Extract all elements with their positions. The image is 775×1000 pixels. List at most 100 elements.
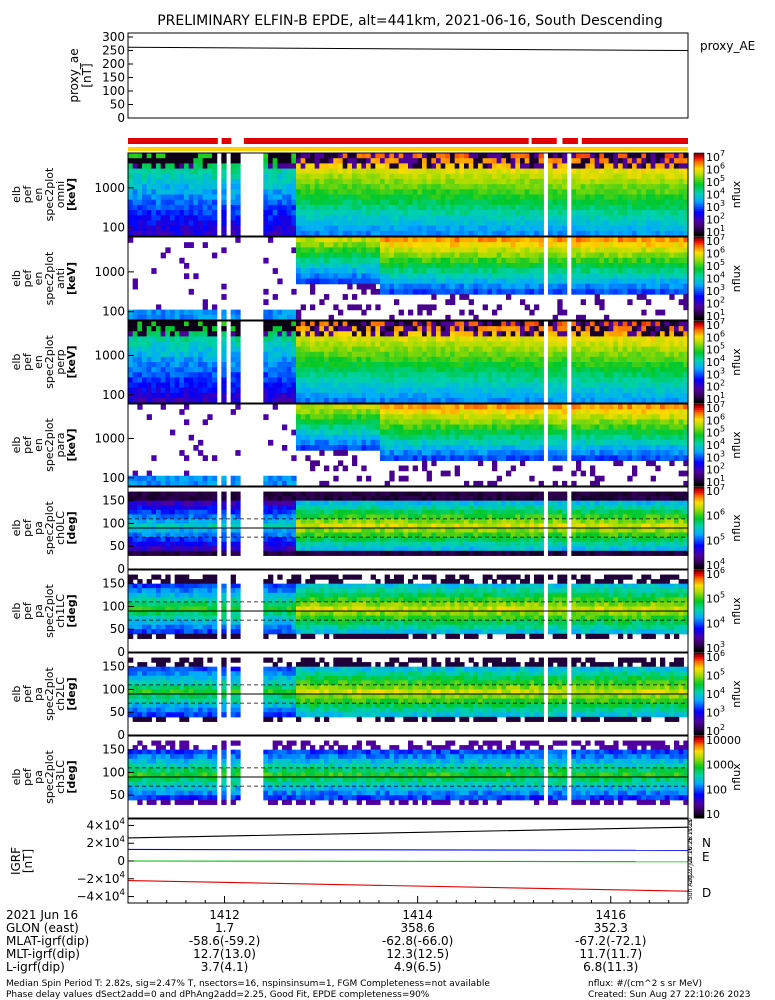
spectrogram-cell — [380, 173, 386, 180]
spectrogram-cell — [538, 268, 544, 274]
spectrogram-cell — [356, 163, 362, 170]
spectrogram-cell — [296, 372, 302, 378]
spectrogram-cell — [646, 299, 652, 306]
spectrogram-cell — [282, 158, 288, 164]
spectrogram-cell — [300, 445, 306, 451]
spectrogram-cell — [436, 204, 442, 211]
spectrogram-cell — [408, 419, 414, 426]
spectrogram-cell — [207, 362, 213, 368]
spectrogram-cell — [529, 288, 535, 295]
spectrogram-cell — [571, 346, 577, 353]
spectrogram-cell — [366, 252, 372, 259]
spectrogram-cell — [487, 262, 493, 269]
spectrogram-cell — [492, 220, 498, 227]
spectrogram-cell — [580, 367, 586, 373]
spectrogram-cell — [342, 404, 348, 410]
spectrogram-cell — [403, 168, 409, 175]
spectrogram-cell — [599, 268, 605, 274]
spectrogram-cell — [230, 392, 236, 399]
spectrogram-cell — [188, 194, 194, 201]
spectrogram-cell — [314, 210, 320, 216]
spectrogram-cell — [496, 199, 502, 206]
spectrogram-cell — [328, 321, 334, 327]
spectrogram-cell — [160, 168, 166, 175]
spectrogram-cell — [398, 326, 404, 332]
spectrogram-cell — [384, 404, 390, 410]
spectrogram-cell — [468, 173, 474, 180]
spectrogram-cell — [646, 321, 652, 327]
spectrogram-cell — [422, 184, 428, 190]
spectrogram-cell — [590, 278, 596, 285]
spectrogram-cell — [487, 288, 493, 295]
spectrogram-cell — [146, 189, 152, 196]
spectrogram-cell — [193, 225, 199, 232]
spectrogram-cell — [604, 158, 610, 164]
spectrogram-cell — [641, 336, 647, 343]
spectrogram-cell — [422, 419, 428, 426]
spectrogram-cell — [515, 252, 521, 259]
spectrogram-cell — [604, 225, 610, 232]
spectrogram-cell — [557, 184, 563, 190]
spectrogram-cell — [650, 341, 656, 348]
spectrogram-cell — [436, 184, 442, 190]
spectrogram-cell — [571, 341, 577, 348]
spectrogram-cell — [482, 268, 488, 274]
spectrogram-cell — [650, 247, 656, 254]
spectrogram-cell — [627, 199, 633, 206]
spectrogram-cell — [207, 392, 213, 399]
spectrogram-cell — [282, 230, 288, 237]
spectrogram-cell — [408, 178, 414, 185]
spectrogram-cell — [398, 387, 404, 394]
spectrogram-cell — [338, 392, 344, 399]
spectrogram-cell — [622, 257, 628, 264]
spectrogram-cell — [459, 356, 465, 363]
spectrogram-cell — [618, 168, 624, 175]
spectrogram-cell — [478, 173, 484, 180]
spectrogram-cell — [356, 429, 362, 436]
spectrogram-cell — [356, 336, 362, 343]
spectrogram-cell — [487, 225, 493, 232]
spectrogram-cell — [655, 220, 661, 227]
spectrogram-cell — [622, 367, 628, 373]
spectrogram-cell — [333, 168, 339, 175]
spectrogram-cell — [515, 210, 521, 216]
spectrogram-cell — [660, 367, 666, 373]
spectrogram-cell — [454, 262, 460, 269]
spectrogram-cell — [408, 326, 414, 332]
spectrogram-cell — [426, 230, 432, 237]
spectrogram-cell — [599, 372, 605, 378]
spectrogram-cell — [366, 225, 372, 232]
spectrogram-cell — [342, 262, 348, 269]
spectrogram-cell — [571, 321, 577, 327]
spectrogram-cell — [347, 204, 353, 211]
spectrogram-cell — [300, 404, 306, 410]
spectrogram-cell — [496, 356, 502, 363]
spectrogram-cell — [599, 153, 605, 159]
spectrogram-cell — [440, 215, 446, 222]
spectrogram-cell — [380, 252, 386, 259]
spectrogram-cell — [305, 273, 311, 280]
spectrogram-cell — [492, 331, 498, 337]
spectrogram-cell — [431, 351, 437, 358]
spectrogram-cell — [571, 382, 577, 389]
spectrogram-cell — [440, 367, 446, 373]
spectrogram-cell — [669, 230, 675, 237]
spectrogram-cell — [310, 404, 316, 410]
spectrogram-cell — [384, 397, 390, 404]
spectrogram-cell — [534, 247, 540, 254]
spectrogram-cell — [440, 382, 446, 389]
spectrogram-cell — [482, 168, 488, 175]
spectrogram-cell — [342, 163, 348, 170]
spectrogram-cell — [412, 336, 418, 343]
spectrogram-cell — [683, 397, 689, 404]
spectrogram-cell — [132, 336, 138, 343]
spectrogram-cell — [482, 341, 488, 348]
spectrogram-cell — [683, 268, 689, 274]
spectrogram-cell — [142, 331, 148, 337]
spectrogram-cell — [160, 220, 166, 227]
spectrogram-cell — [398, 220, 404, 227]
spectrogram-cell — [464, 252, 470, 259]
spectrogram-cell — [389, 404, 395, 410]
spectrogram-cell — [305, 387, 311, 394]
spectrogram-cell — [305, 397, 311, 404]
